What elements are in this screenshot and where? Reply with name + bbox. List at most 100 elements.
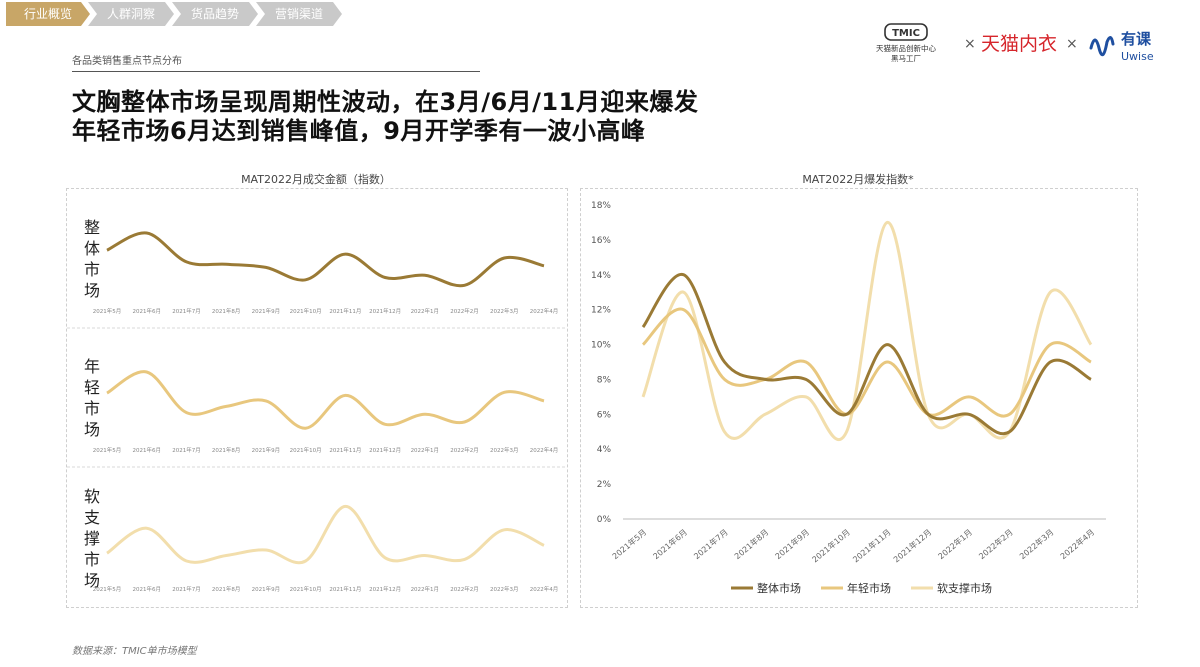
panel-label-char: 体: [84, 239, 100, 258]
x-tick-label: 2021年5月: [93, 307, 122, 315]
x-tick-label: 2021年9月: [252, 585, 281, 593]
x-tick-label: 2021年6月: [651, 527, 689, 561]
x-tick-label: 2022年1月: [411, 307, 440, 315]
x-tick-label: 2022年1月: [411, 446, 440, 454]
x-tick-label: 2022年3月: [490, 585, 518, 593]
x-tick-label: 2021年7月: [172, 307, 201, 315]
tmic-caption-2: 黑马工厂: [891, 54, 921, 63]
panel-label-char: 场: [84, 571, 100, 590]
series-line-3: [106, 504, 545, 565]
left-chart-title: MAT2022月成交金额（指数）: [241, 173, 391, 186]
x-tick-label: 2021年11月: [851, 527, 893, 565]
headline-line-1: 文胸整体市场呈现周期性波动，在3月/6月/11月迎来爆发: [72, 88, 699, 116]
legend-label: 年轻市场: [847, 581, 891, 595]
x-tick-label: 2021年8月: [212, 307, 241, 315]
x-tick-label: 2021年7月: [172, 585, 201, 593]
right-chart-title: MAT2022月爆发指数*: [802, 173, 914, 186]
tmall-logo-text: 天猫内衣: [981, 33, 1057, 55]
y-tick-label: 6%: [597, 410, 612, 420]
x-tick-label: 2022年3月: [1017, 527, 1055, 561]
x-tick-label: 2021年6月: [132, 585, 161, 593]
series-line-2: [106, 370, 545, 430]
headline-line-2: 年轻市场6月达到销售峰值，9月开学季有一波小高峰: [72, 117, 646, 145]
right-chart: 0%2%4%6%8%10%12%14%16%18%2021年5月 2021年6月 2…: [591, 201, 1106, 595]
series-line-1: [106, 231, 545, 288]
x-tick-label: 2022年4月: [1058, 527, 1096, 561]
x-tick-label: 2021年11月: [329, 307, 361, 315]
section-label: 各品类销售重点节点分布: [72, 56, 182, 67]
panel-label-char: 撑: [84, 529, 100, 548]
tmic-logo-text: TMIC: [892, 28, 920, 39]
panel-label-char: 软: [84, 487, 100, 506]
series-line-2: [641, 307, 1092, 418]
uwise-icon: [1089, 36, 1115, 57]
section-divider: [72, 71, 480, 72]
y-tick-label: 8%: [597, 375, 612, 385]
x-tick-label: 2022年2月: [450, 307, 479, 315]
legend-label: 整体市场: [757, 581, 801, 595]
partner-logos: TMIC 天猫新品创新中心 黑马工厂 × 天猫内衣 × 有课 Uwise: [876, 23, 1154, 63]
panel-label-char: 市: [84, 550, 100, 569]
uwise-logo: 有课 Uwise: [1089, 30, 1154, 63]
tmic-caption-1: 天猫新品创新中心: [876, 43, 936, 53]
x-tick-label: 2021年10月: [810, 527, 852, 565]
x-tick-label: 2021年9月: [252, 446, 281, 454]
y-tick-label: 18%: [591, 201, 611, 211]
panel-label-char: 市: [84, 260, 100, 279]
panel-label-char: 整: [84, 218, 100, 237]
x-tick-label: 2021年7月: [692, 527, 730, 561]
x-tick-label: 2022年2月: [977, 527, 1015, 561]
x-tick-label: 2021年12月: [891, 527, 933, 565]
y-tick-label: 12%: [591, 306, 611, 316]
panel-label-char: 年: [84, 357, 100, 376]
left-chart-panel: 整体市场 2021年5月 2021年6月 2021年7月 2021年8月 2021年9月 2…: [66, 188, 568, 608]
x-tick-label: 2022年4月: [530, 585, 559, 593]
x-tick-label: 2021年5月: [93, 585, 122, 593]
x-tick-label: 2021年10月: [290, 585, 322, 593]
x-tick-label: 2022年4月: [530, 446, 559, 454]
series-line-3: [641, 220, 1093, 442]
x-tick-label: 2021年6月: [132, 446, 161, 454]
x-tick-label: 2021年7月: [172, 446, 201, 454]
tab-industry-overview[interactable]: 行业概览: [6, 2, 90, 26]
panel-label-char: 轻: [84, 378, 100, 397]
x-tick-label: 2022年3月: [490, 307, 518, 315]
x-tick-label: 2021年12月: [369, 446, 401, 454]
times-sign-1: ×: [964, 36, 976, 52]
x-tick-label: 2021年6月: [132, 307, 161, 315]
tab-product-trend[interactable]: 货品趋势: [172, 2, 258, 26]
x-tick-label: 2022年1月: [411, 585, 440, 593]
y-tick-label: 0%: [597, 515, 612, 525]
x-tick-label: 2021年8月: [212, 446, 241, 454]
x-tick-label: 2021年8月: [732, 527, 770, 561]
x-tick-label: 2021年11月: [329, 585, 361, 593]
x-tick-label: 2022年1月: [936, 527, 974, 561]
x-tick-label: 2021年9月: [252, 307, 281, 315]
y-tick-label: 14%: [591, 271, 611, 281]
panel-label-char: 支: [84, 508, 100, 527]
y-tick-label: 2%: [597, 480, 612, 490]
tab-marketing-channel[interactable]: 营销渠道: [256, 2, 342, 26]
x-tick-label: 2022年2月: [450, 585, 479, 593]
times-sign-2: ×: [1066, 36, 1078, 52]
y-tick-label: 10%: [591, 341, 611, 351]
series-line-1: [641, 273, 1092, 436]
tmic-logo: TMIC 天猫新品创新中心 黑马工厂: [876, 23, 936, 63]
panel-label-char: 场: [84, 420, 100, 439]
legend-label: 软支撑市场: [937, 581, 992, 595]
x-tick-label: 2022年4月: [530, 307, 559, 315]
uwise-logo-text: 有课: [1121, 30, 1152, 48]
right-chart-panel: 0% 2% 4% 6% 8% 10% 12% 14% 16% 18% 2021年5月 2021年6月 2…: [580, 188, 1138, 608]
x-tick-label: 2021年5月: [93, 446, 122, 454]
x-tick-label: 2021年10月: [290, 307, 322, 315]
x-tick-label: 2021年8月: [212, 585, 241, 593]
data-source-note: 数据来源：TMIC单市场模型: [72, 646, 197, 657]
x-tick-label: 2022年3月: [490, 446, 518, 454]
x-tick-label: 2021年9月: [773, 527, 811, 561]
uwise-logo-sub: Uwise: [1121, 50, 1154, 63]
x-tick-label: 2022年2月: [450, 446, 479, 454]
panel-label-char: 场: [84, 281, 100, 300]
tab-audience-insight[interactable]: 人群洞察: [88, 2, 174, 26]
panel-label-char: 市: [84, 399, 100, 418]
